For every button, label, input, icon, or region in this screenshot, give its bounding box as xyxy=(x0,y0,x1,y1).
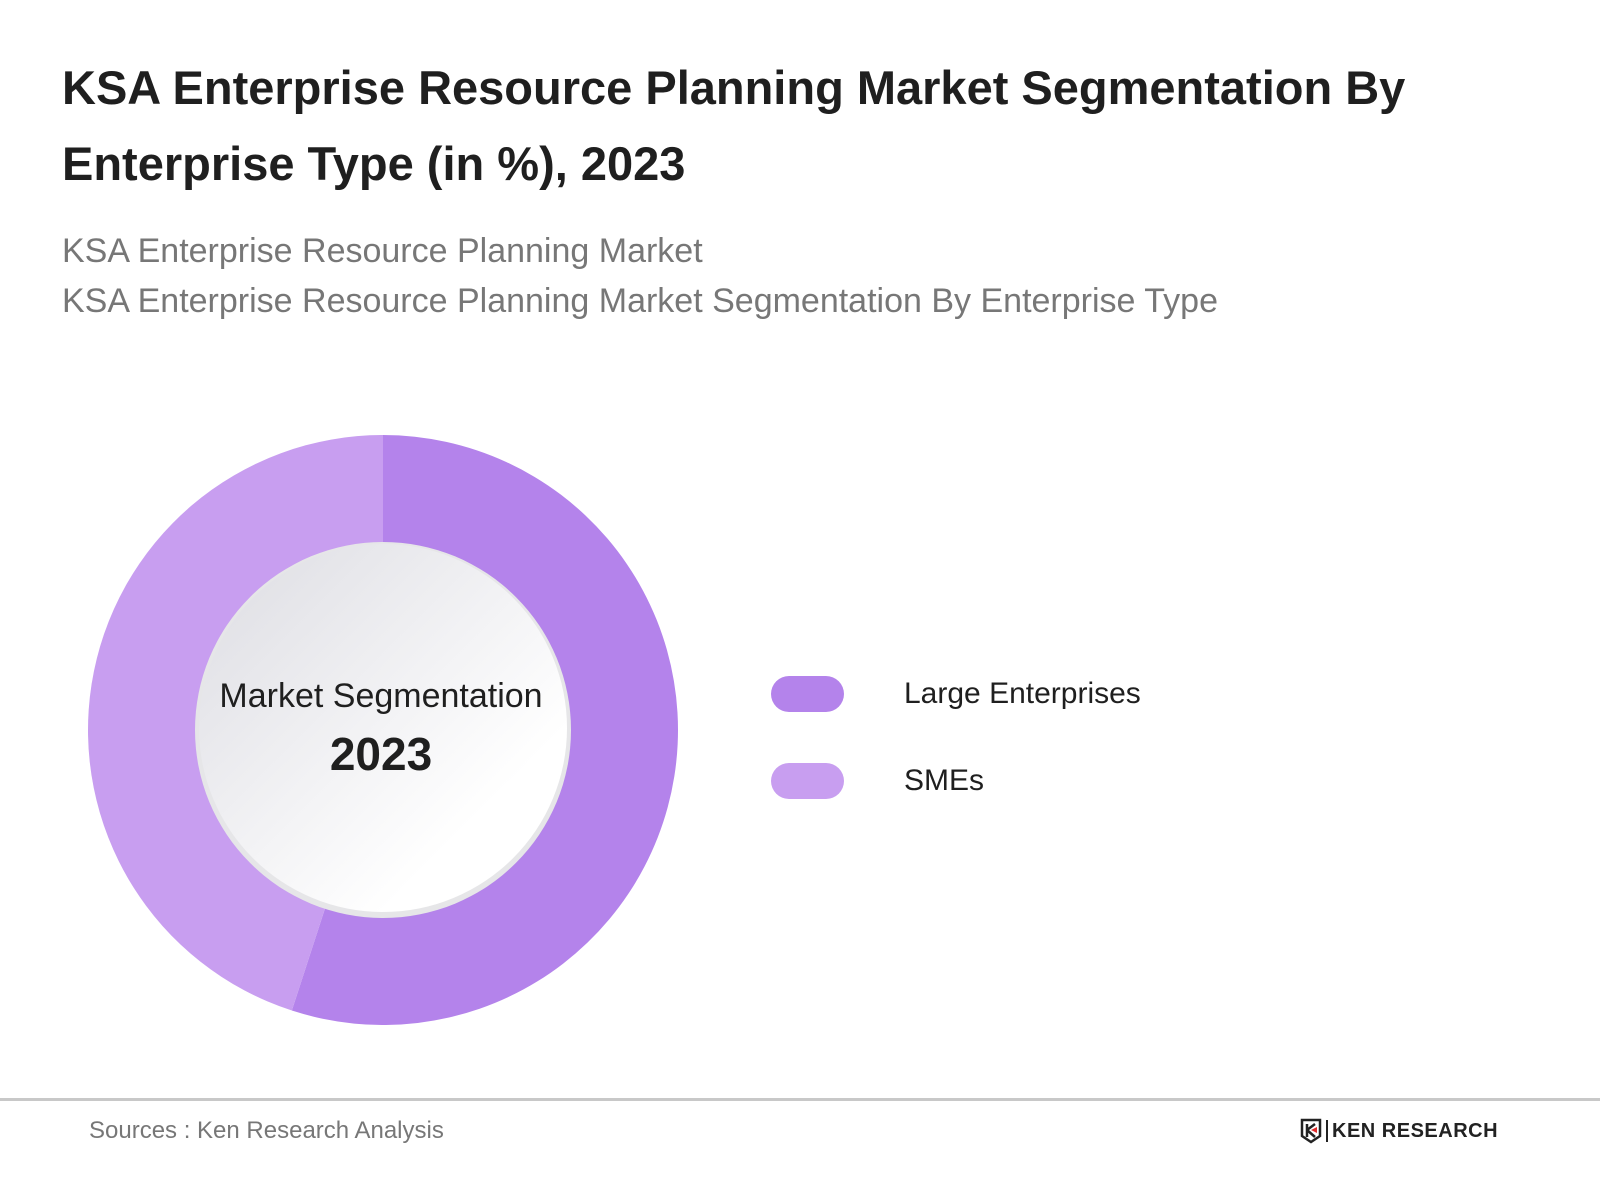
legend-item-smes: SMEs xyxy=(771,763,984,799)
legend-swatch xyxy=(771,676,844,712)
logo-text: KEN RESEARCH xyxy=(1332,1119,1499,1142)
source-note: Sources : Ken Research Analysis xyxy=(89,1117,444,1144)
subtitle-market: KSA Enterprise Resource Planning Market xyxy=(62,232,703,270)
ken-research-logo: KEN RESEARCH xyxy=(1300,1118,1498,1144)
footer-divider xyxy=(0,1098,1600,1101)
center-year: 2023 xyxy=(329,728,433,780)
legend-swatch xyxy=(771,763,844,799)
center-label: Market Segmentation xyxy=(219,677,543,715)
legend-label: Large Enterprises xyxy=(904,677,1141,710)
donut-chart xyxy=(88,435,679,1025)
legend-label: SMEs xyxy=(904,764,985,797)
legend-item-large-enterprises: Large Enterprises xyxy=(771,676,1141,712)
logo-shield-icon xyxy=(1300,1118,1322,1144)
chart-title: KSA Enterprise Resource Planning Market … xyxy=(62,61,1406,190)
center-circle xyxy=(199,544,567,912)
subtitle-segmentation: KSA Enterprise Resource Planning Market … xyxy=(62,282,1218,320)
